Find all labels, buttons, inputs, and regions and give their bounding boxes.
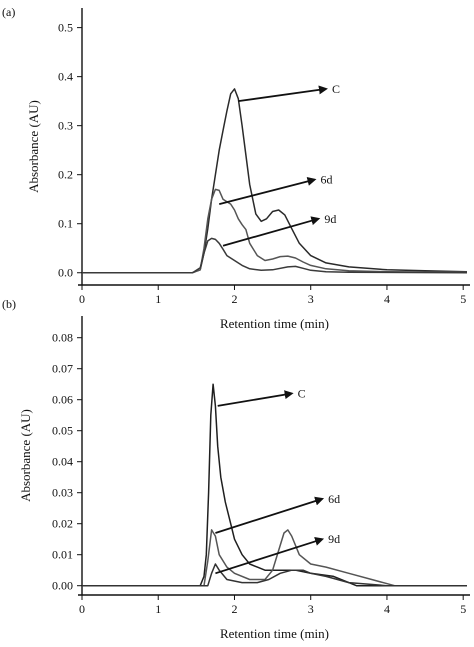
annotation-label: 9d — [328, 532, 340, 546]
y-axis-title: Absorbance (AU) — [26, 100, 41, 193]
x-tick-label: 4 — [384, 602, 390, 616]
panel-label: (b) — [2, 297, 16, 311]
y-tick-label: 0.06 — [52, 393, 73, 407]
annotation-arrow — [238, 85, 328, 103]
x-axis-title: Retention time (min) — [220, 316, 329, 331]
y-tick-label: 0.1 — [58, 217, 73, 231]
panel-b: 0 1 2 3 4 5 0.00 0.01 0.02 0.03 0.04 0.05 0.06 0.07 0.… — [2, 297, 470, 641]
annotation-label: 6d — [321, 173, 333, 187]
series-line-9d — [82, 237, 468, 274]
x-tick-label: 1 — [155, 292, 161, 306]
series-line-c — [82, 88, 468, 274]
panel-label: (a) — [2, 5, 15, 19]
series-line-6d — [82, 188, 468, 274]
y-axis-title: Absorbance (AU) — [18, 409, 33, 502]
annotation-arrow — [217, 390, 294, 407]
y-tick-label: 0.01 — [52, 548, 73, 562]
annotation-label: C — [332, 82, 340, 96]
y-tick-label: 0.4 — [58, 70, 73, 84]
series-line-6d — [82, 529, 467, 587]
panel-a: 0 1 2 3 4 5 0.0 0.1 0.2 0.3 0.4 0.5 Retention time (… — [2, 5, 470, 331]
series-line-9d — [82, 563, 467, 587]
y-tick-label: 0.08 — [52, 331, 73, 345]
y-tick-label: 0.03 — [52, 486, 73, 500]
x-tick-label: 3 — [308, 292, 314, 306]
x-tick-label: 0 — [79, 602, 85, 616]
annotation-label: C — [298, 387, 306, 401]
x-tick-label: 5 — [460, 292, 466, 306]
x-tick-label: 0 — [79, 292, 85, 306]
x-axis-title: Retention time (min) — [220, 626, 329, 641]
annotation-arrow — [219, 176, 317, 205]
x-tick-label: 2 — [231, 602, 237, 616]
annotation-label: 6d — [328, 492, 340, 506]
x-tick-label: 1 — [155, 602, 161, 616]
y-tick-label: 0.05 — [52, 424, 73, 438]
y-tick-label: 0.5 — [58, 21, 73, 35]
annotation-arrow — [215, 537, 325, 575]
series-line-c — [82, 383, 467, 587]
y-tick-label: 0.0 — [58, 266, 73, 280]
annotation-arrow — [215, 496, 325, 534]
annotation-label: 9d — [324, 212, 336, 226]
y-tick-label: 0.2 — [58, 168, 73, 182]
y-tick-label: 0.02 — [52, 517, 73, 531]
y-tick-label: 0.00 — [52, 579, 73, 593]
x-tick-label: 2 — [231, 292, 237, 306]
y-tick-label: 0.04 — [52, 455, 73, 469]
y-tick-label: 0.07 — [52, 362, 73, 376]
x-tick-label: 3 — [308, 602, 314, 616]
y-tick-label: 0.3 — [58, 119, 73, 133]
annotation-arrow — [222, 216, 321, 247]
x-tick-label: 4 — [384, 292, 390, 306]
x-tick-label: 5 — [460, 602, 466, 616]
